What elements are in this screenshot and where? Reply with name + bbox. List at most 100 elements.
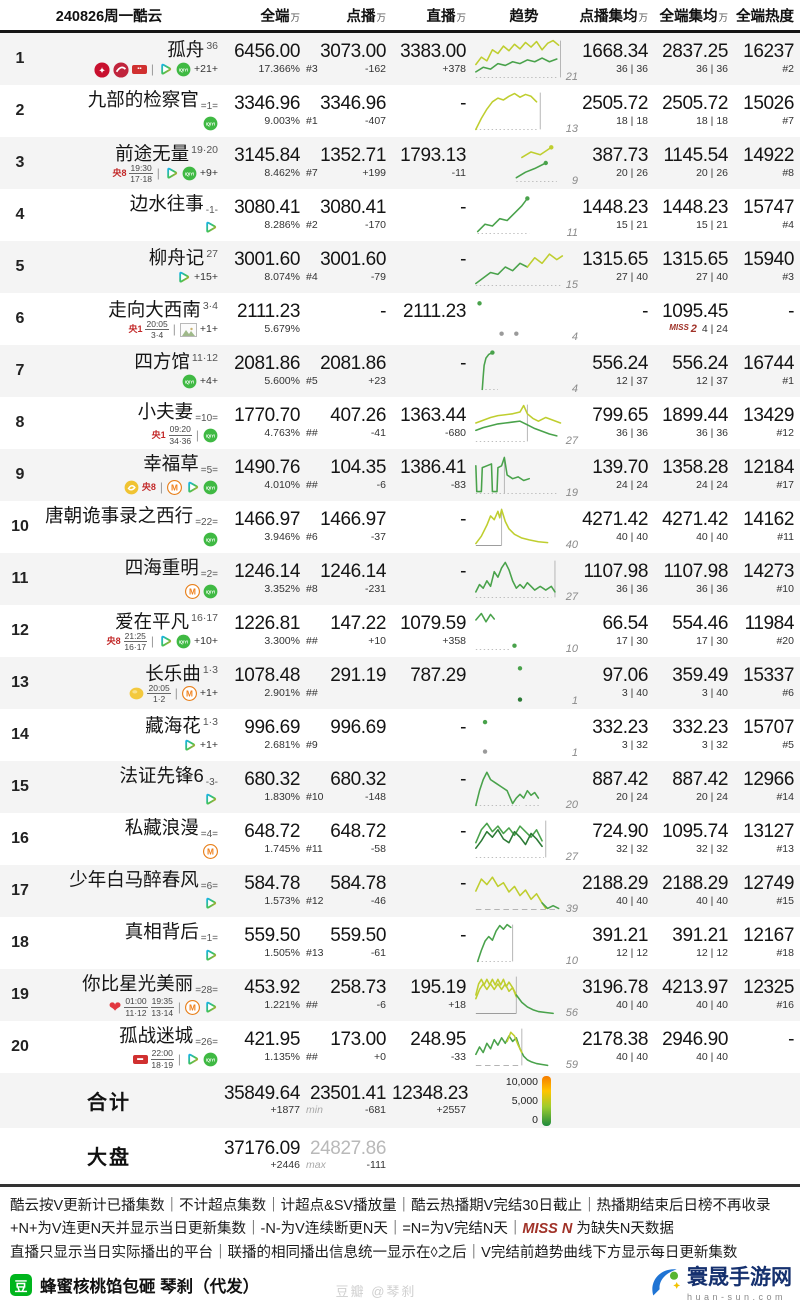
- vod-per-episode: 332.23 3 | 32: [576, 718, 654, 751]
- total-value: 421.95 1.135%: [218, 1030, 306, 1063]
- vod-value-value: 559.50: [330, 925, 386, 947]
- drama-title: 法证先锋6 -3-: [119, 765, 218, 789]
- total-value-sub-right: 1.135%: [264, 1050, 300, 1063]
- live-value: 787.29: [392, 666, 472, 699]
- live-value: -: [392, 718, 472, 751]
- watermark-center: 豆瓣 @琴刹: [335, 1284, 417, 1299]
- tencent-video-icon: [158, 634, 173, 649]
- vod-per-episode: 1448.23 15 | 21: [576, 198, 654, 231]
- total-value-value: 1226.81: [234, 613, 300, 635]
- channel-name: 央1: [151, 429, 166, 440]
- vod-value-sub: ## -6: [306, 999, 386, 1012]
- rank-cell: 16: [11, 830, 29, 847]
- vod-per-episode-sub: 40 | 40: [576, 531, 648, 544]
- trend-sparkline: 13: [472, 86, 578, 136]
- footer-notes: 酷云按V更新计已播集数｜不计超点集数｜计超点&SV播放量｜酷云热播期V完结30日…: [0, 1184, 800, 1297]
- vod-per-episode: 724.90 32 | 32: [576, 822, 654, 855]
- live-value-sub-right: -33: [450, 1050, 466, 1063]
- heat-value-value: 16744: [743, 353, 794, 375]
- live-value: -: [392, 562, 472, 595]
- heat-value-sub: #5: [734, 739, 794, 752]
- total-value: 2081.86 5.600%: [218, 354, 306, 387]
- trend-days-label: 4: [571, 383, 578, 395]
- total-value: 1246.14 3.352%: [218, 562, 306, 595]
- vod-value-sub: #13 -61: [306, 947, 386, 960]
- total-value-sub: 1.573%: [218, 895, 300, 908]
- heat-value-value: 15337: [743, 665, 794, 687]
- heat-value-sub: [734, 324, 794, 336]
- rank-cell: 18: [11, 934, 29, 951]
- svg-text:iQIYI: iQIYI: [179, 68, 188, 73]
- trend-days-label: 10: [565, 955, 578, 967]
- heat-value-sub: #20: [734, 635, 794, 648]
- vod-value: 291.19 ##: [306, 666, 392, 699]
- title-cell: 柳舟记 27 +15+: [40, 248, 218, 286]
- live-value-value: -: [460, 717, 466, 739]
- trend-sparkline: 4: [472, 294, 578, 344]
- total-per-episode-sub: 36 | 36: [654, 583, 728, 596]
- total-per-episode-sub-right: 32 | 32: [696, 842, 728, 855]
- live-value-sub: [392, 272, 466, 284]
- total-value: 3080.41 8.286%: [218, 198, 306, 231]
- total-value-sub-right: 3.946%: [264, 530, 300, 543]
- market-vod-sub-right: -111: [366, 1159, 386, 1172]
- title-cell: 法证先锋6 -3-: [40, 766, 218, 808]
- total-per-episode-sub: 36 | 36: [654, 427, 728, 440]
- broadcast-time: 01:00: [124, 996, 148, 1008]
- heat-value-sub: #12: [734, 427, 794, 440]
- total-per-episode-value: 2505.72: [662, 93, 728, 115]
- vod-per-episode-sub: 12 | 12: [576, 947, 648, 960]
- vod-value-value: 648.72: [330, 821, 386, 843]
- live-value-value: 1386.41: [400, 457, 466, 479]
- live-value-sub-right: +18: [448, 998, 466, 1011]
- market-vod-sub-left: max: [306, 1159, 326, 1172]
- vod-value-sub-left: #10: [306, 790, 324, 803]
- live-value-value: 1363.44: [400, 405, 466, 427]
- total-value: 1770.70 4.763%: [218, 406, 306, 439]
- total-value-sub: 3.300%: [218, 635, 300, 648]
- vod-per-episode-sub: 17 | 30: [576, 635, 648, 648]
- episode-superscript: 11·12: [191, 351, 218, 364]
- tv-mini-badge-icon: ▪▪: [131, 65, 147, 75]
- tencent-video-icon: [203, 1000, 218, 1015]
- vod-value-value: 584.78: [330, 873, 386, 895]
- live-value-sub: [392, 948, 466, 960]
- trend-sparkline: 59: [472, 1022, 578, 1072]
- vod-value-sub-right: +0: [374, 1050, 386, 1063]
- vod-per-episode: 1668.34 36 | 36: [576, 42, 654, 75]
- episode-superscript: 19·20: [191, 143, 218, 156]
- drama-title: 唐朝诡事录之西行 =22=: [45, 505, 218, 529]
- episode-superscript: 1·3: [202, 715, 218, 728]
- total-value-sub: 3.352%: [218, 583, 300, 596]
- heat-value-sub-right: #7: [782, 114, 794, 127]
- title-cell: 你比星光美丽 =28= ❤ 01:00 11·12 19:35 13·14 | M: [40, 974, 218, 1017]
- vod-value-sub-left: #4: [306, 270, 318, 283]
- mgtv-icon: M: [167, 479, 182, 495]
- total-per-episode-sub-right: 15 | 21: [696, 218, 728, 231]
- platform-line: [40, 895, 218, 912]
- total-per-episode-sub: 40 | 40: [654, 530, 728, 544]
- vod-value-sub: #9: [306, 739, 386, 752]
- total-value-sub: 17.366%: [218, 63, 300, 76]
- total-per-episode-sub-right: 40 | 40: [696, 530, 728, 543]
- vod-value-value: 1352.71: [320, 145, 386, 167]
- market-vod: 24827.86 max -111: [306, 1138, 392, 1172]
- platform-line: [40, 947, 218, 964]
- table-row: 12 爱在平凡 16·17 央8 21:25 16·17 | iQIYI +10+ 1226.81…: [0, 605, 800, 657]
- heat-value-value: 12184: [743, 457, 794, 479]
- iqiyi-icon: iQIYI: [203, 1052, 218, 1067]
- status-subscript: =2=: [200, 569, 218, 581]
- total-per-episode-value: 887.42: [672, 769, 728, 791]
- rank-cell: 13: [11, 674, 29, 691]
- vod-value-sub: #3 -162: [306, 63, 386, 76]
- vod-value-sub: #6 -37: [306, 531, 386, 544]
- total-per-episode-sub: 18 | 18: [654, 115, 728, 128]
- status-subscript: =26=: [195, 1037, 218, 1049]
- channel-time-episodes: 22:00 18·19: [150, 1049, 174, 1069]
- vod-per-episode-sub-right: 32 | 32: [616, 842, 648, 855]
- live-value-sub: +378: [392, 63, 466, 76]
- platform-line: [40, 219, 218, 236]
- svg-text:M: M: [171, 482, 178, 492]
- vod-value: 584.78 #12 -46: [306, 874, 392, 907]
